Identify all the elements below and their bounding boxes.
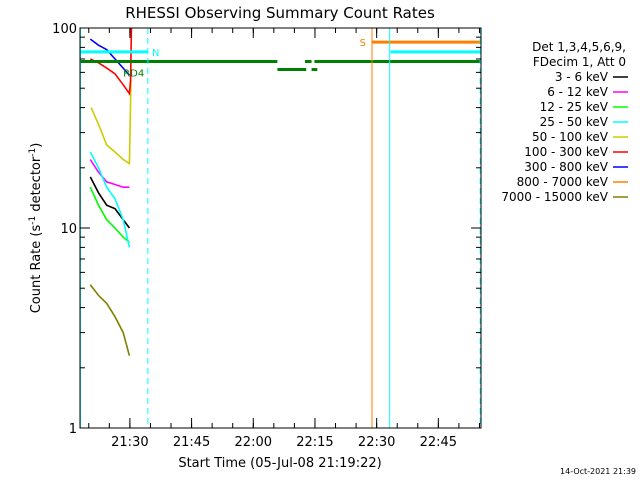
legend-entry-label: 25 - 50 keV: [540, 115, 609, 129]
annotation-layer: N RD4 S: [123, 38, 366, 79]
chart-title: RHESSI Observing Summary Count Rates: [125, 4, 435, 22]
x-tick-label: 21:45: [173, 435, 210, 450]
legend-entry-label: 3 - 6 keV: [555, 70, 609, 84]
legend-entry-label: 6 - 12 keV: [547, 85, 609, 99]
x-tick-label: 21:30: [111, 435, 148, 450]
x-tick-label: 22:00: [235, 435, 272, 450]
legend-entry-label: 800 - 7000 keV: [517, 175, 609, 189]
x-tick-label: 22:15: [296, 435, 333, 450]
legend-header-line-2: FDecim 1, Att 0: [533, 55, 626, 69]
series-line: [91, 80, 131, 164]
region-annotation: RD4: [123, 68, 144, 79]
x-tick-label: 22:45: [420, 435, 457, 450]
y-tick-label: 100: [52, 22, 77, 37]
plot-frame: [80, 28, 481, 428]
y-tick-label: 1: [69, 422, 77, 437]
legend-entry-label: 12 - 25 keV: [540, 100, 609, 114]
x-tick-label: 22:30: [358, 435, 395, 450]
legend-entry-label: 100 - 300 keV: [524, 145, 608, 159]
legend-header-line-1: Det 1,3,4,5,6,9,: [532, 40, 626, 54]
series-line: [90, 187, 129, 242]
x-axis-label: Start Time (05-Jul-08 21:19:22): [178, 456, 381, 471]
legend-entry-label: 300 - 800 keV: [524, 160, 608, 174]
y-tick-label: 10: [60, 222, 77, 237]
legend-entry-label: 7000 - 15000 keV: [501, 190, 608, 204]
y-axis-label: Count Rate (s-1 detector-1): [28, 143, 44, 314]
region-annotation: N: [152, 48, 159, 59]
series-line: [90, 285, 129, 356]
region-annotation: S: [360, 38, 366, 49]
state-bars-layer: [80, 42, 481, 69]
legend: Det 1,3,4,5,6,9, FDecim 1, Att 0 3 - 6 k…: [501, 40, 628, 204]
legend-entry-label: 50 - 100 keV: [532, 130, 609, 144]
timestamp: 14-Oct-2021 21:39: [560, 467, 636, 476]
vline-layer: [80, 28, 481, 428]
